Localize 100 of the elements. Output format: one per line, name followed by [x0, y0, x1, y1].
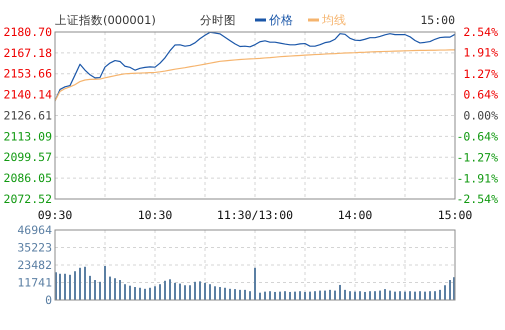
bar: [204, 282, 206, 300]
y2-tick-label: 1.27%: [463, 66, 498, 81]
bar: [379, 290, 381, 300]
bar: [394, 292, 396, 300]
y2-tick-label: 2.54%: [463, 25, 498, 39]
y2-tick-label: -1.27%: [456, 150, 498, 164]
legend-label: 均线: [321, 13, 346, 27]
bar: [259, 292, 261, 300]
bar: [319, 290, 321, 300]
bar: [79, 268, 81, 300]
bar: [344, 290, 346, 300]
bar: [219, 287, 221, 300]
bar: [159, 284, 161, 300]
bar: [249, 291, 251, 300]
bar: [444, 285, 446, 300]
bar: [404, 292, 406, 300]
bar: [64, 274, 66, 300]
bar: [419, 291, 421, 300]
y2-tick-label: 1.91%: [463, 46, 498, 60]
y2-tick-label: -0.64%: [456, 130, 498, 144]
bar: [354, 292, 356, 300]
bar: [244, 290, 246, 300]
bar: [169, 279, 171, 300]
bar: [174, 282, 176, 300]
x-tick-label: 11:30/13:00: [216, 208, 294, 222]
bar: [369, 291, 371, 300]
bar: [439, 290, 441, 300]
y-tick-label: 35223: [17, 240, 52, 254]
bar: [229, 288, 231, 300]
y-tick-label: 2167.18: [4, 46, 52, 60]
bar: [74, 271, 76, 300]
bar: [359, 291, 361, 300]
bar: [154, 286, 156, 300]
bar: [89, 276, 91, 300]
x-tick-label: 15:00: [438, 208, 472, 222]
bar: [194, 282, 196, 300]
bar: [409, 291, 411, 300]
bar: [144, 288, 146, 300]
bar: [209, 284, 211, 300]
bar: [234, 289, 236, 300]
bar: [334, 290, 336, 300]
y2-tick-label: 0.00%: [463, 108, 498, 122]
y-tick-label: 46964: [17, 223, 52, 237]
chart-title: 上证指数(000001): [55, 13, 156, 27]
bar: [134, 287, 136, 300]
bar: [84, 266, 86, 300]
bar: [434, 291, 436, 300]
bar: [364, 292, 366, 300]
y-tick-label: 23482: [17, 258, 52, 272]
bar: [289, 292, 291, 300]
bar: [94, 280, 96, 300]
bar: [429, 291, 431, 300]
bar: [279, 292, 281, 300]
y-tick-label: 2153.66: [4, 66, 52, 81]
x-tick-label: 14:00: [338, 208, 372, 222]
bar: [104, 266, 106, 300]
y2-tick-label: -2.54%: [456, 192, 498, 206]
bar: [139, 288, 141, 300]
y-tick-label: 2140.14: [4, 88, 52, 102]
bar: [414, 292, 416, 300]
bar: [119, 280, 121, 300]
bar: [449, 280, 451, 300]
y-tick-label: 2099.57: [4, 150, 52, 164]
legend-label: 价格: [268, 13, 293, 27]
bar: [299, 291, 301, 300]
chart-subtitle: 分时图: [200, 13, 236, 27]
bar: [214, 286, 216, 300]
bar: [264, 292, 266, 300]
bar: [304, 292, 306, 300]
bar: [99, 282, 101, 300]
bar: [329, 290, 331, 300]
bar: [254, 268, 256, 300]
bar: [114, 278, 116, 300]
bar: [339, 284, 341, 300]
y-tick-label: 2180.70: [4, 25, 52, 39]
bar: [184, 285, 186, 300]
y-tick-label: 2072.52: [4, 192, 52, 206]
bar: [284, 291, 286, 300]
bar: [224, 288, 226, 300]
bar: [374, 291, 376, 300]
bar: [384, 289, 386, 300]
y-tick-label: 2113.09: [4, 129, 52, 144]
y2-tick-label: 0.64%: [463, 87, 498, 102]
bar: [309, 292, 311, 300]
bar: [179, 284, 181, 300]
line-series: [54, 49, 456, 102]
bar: [199, 281, 201, 300]
x-tick-label: 10:30: [138, 208, 172, 222]
text: 15:00: [420, 13, 456, 27]
bar: [274, 292, 276, 300]
bar: [294, 292, 296, 300]
bar: [69, 274, 71, 300]
bar: [59, 274, 61, 300]
bar: [349, 291, 351, 300]
bar: [269, 291, 271, 300]
bar: [324, 290, 326, 300]
bar: [389, 290, 391, 300]
bar: [124, 284, 126, 300]
bar: [239, 290, 241, 300]
bar: [189, 285, 191, 300]
